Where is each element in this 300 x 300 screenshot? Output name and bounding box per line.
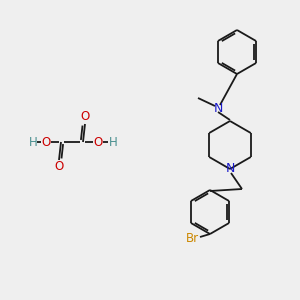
Text: O: O: [80, 110, 90, 124]
Text: H: H: [28, 136, 38, 148]
Text: N: N: [213, 101, 223, 115]
Text: O: O: [41, 136, 51, 148]
Text: O: O: [54, 160, 64, 173]
Text: H: H: [109, 136, 117, 148]
Text: O: O: [93, 136, 103, 148]
Text: N: N: [225, 163, 235, 176]
Text: Br: Br: [185, 232, 199, 245]
